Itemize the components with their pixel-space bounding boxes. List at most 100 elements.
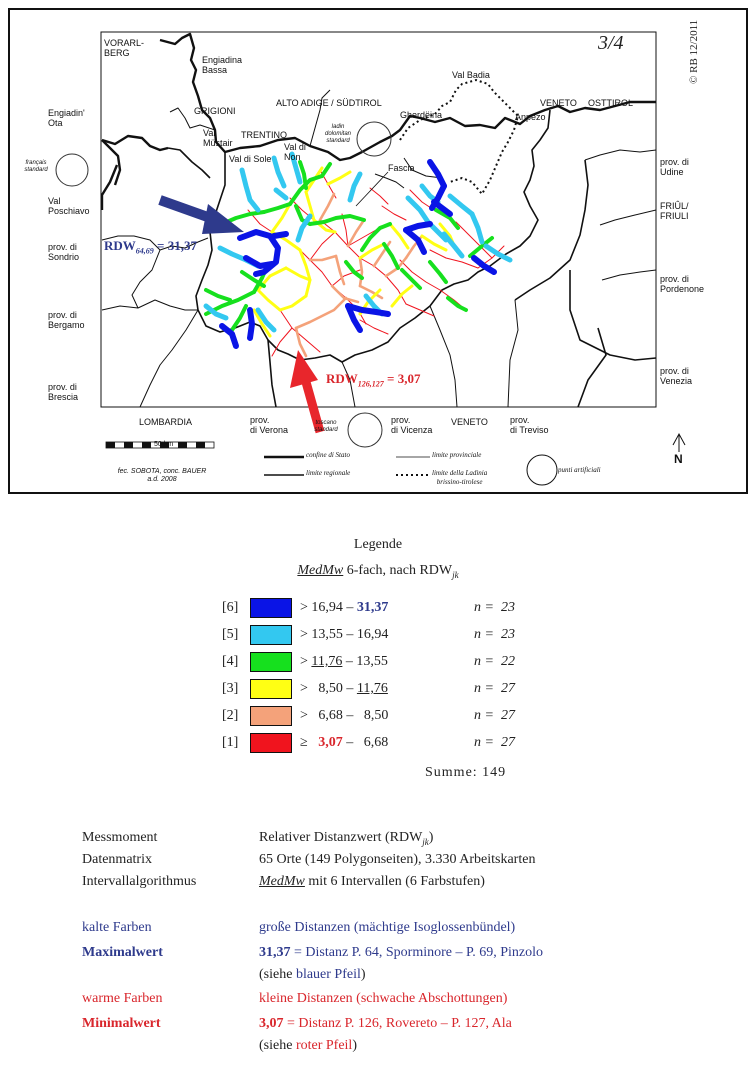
state-borders (100, 32, 656, 210)
min-note-pre: (siehe (259, 1038, 296, 1053)
min-text: = Distanz P. 126, Rovereto – P. 127, Ala (283, 1016, 512, 1031)
info-min-label: Minimalwert (82, 1016, 161, 1031)
info-messmoment-value: Relativer Distanzwert (RDWjk) (259, 829, 433, 851)
legend-row: [3] > 8,50 – 11,76 n = 27 (222, 679, 542, 701)
legend-row: [1] ≥ 3,07 – 6,68 n = 27 (222, 733, 542, 755)
max-note-post: ) (360, 967, 366, 982)
max-note-pre: (siehe (259, 967, 296, 982)
max-text: = Distanz P. 64, Sporminore – P. 69, Pin… (290, 945, 544, 960)
legend-range-highlight: 31,37 (356, 600, 389, 615)
legend-sub-jk: jk (452, 569, 459, 580)
label-venezia: prov. di Venezia (660, 366, 693, 386)
map-legend-ladinia: limite della Ladinia brissino-tirolese (432, 469, 488, 486)
legend-range-pre: > 8,50 – (300, 681, 357, 696)
label-val-poschiavo: Val Poschiavo (48, 196, 90, 216)
standard-circle-toscano (347, 412, 383, 448)
label-udine: prov. di Udine (660, 157, 689, 177)
messmoment-end: ) (428, 830, 434, 845)
label-alto-adige: ALTO ADIGE / SÜDTIROL (276, 98, 382, 108)
legend-subtitle: MedMw 6-fach, nach RDWjk (0, 563, 756, 580)
info-algo-label: Intervallalgorithmus (82, 874, 197, 889)
min-note-col: roter Pfeil (295, 1038, 353, 1053)
standard-circle-ladin (356, 121, 392, 157)
provincial-borders (101, 89, 657, 408)
label-pordenone: prov. di Pordenone (660, 274, 705, 294)
legend-class-label: [3] (222, 681, 239, 696)
label-val-di-sole: Val di Sole (229, 154, 272, 164)
map-legend-artificial: punti artificiali (558, 466, 601, 474)
rdw-min-prefix: RDW (326, 371, 358, 386)
label-verona: prov. di Verona (250, 415, 289, 435)
info-kalt-label: kalte Farben (82, 920, 152, 935)
legend-range: > 8,50 – 11,76 (300, 681, 388, 697)
legend-count: n = 23 (474, 600, 515, 615)
min-arrow (290, 350, 325, 434)
label-standard-francais: français standard (24, 160, 48, 173)
label-anpezo: Anpezo (515, 112, 546, 122)
label-osttirol: OSTTIROL (588, 98, 634, 108)
legend-title: Legende (353, 537, 403, 552)
legend-color-swatch (250, 679, 292, 699)
label-friul: FRIÛL/ FRIULI (660, 201, 689, 221)
info-datenmatrix-label: Datenmatrix (82, 852, 152, 867)
legend-range-post: – 6,68 (342, 735, 389, 750)
min-note-post: ) (352, 1038, 357, 1053)
legend-sub-medmw: MedMw (297, 563, 344, 578)
info-algo-value: MedMw mit 6 Intervallen (6 Farbstufen) (259, 873, 485, 891)
legend-range: > 11,76 – 13,55 (300, 654, 388, 670)
legend-range-pre: > (300, 654, 312, 669)
legend-color-swatch (250, 706, 292, 726)
label-bergamo: prov. di Bergamo (48, 310, 85, 330)
min-num: 3,07 (259, 1016, 284, 1031)
label-val-di-non: Val di Non (284, 142, 306, 162)
label-fascia: Fascia (388, 163, 415, 173)
legend-range-highlight: 11,76 (356, 681, 388, 696)
label-val-mustair: Val Müstair (203, 128, 233, 148)
legend-range-highlight: 11,76 (311, 654, 343, 669)
fascia-pointer (355, 171, 389, 207)
label-standard-ladin: ladin dolomitan standard (324, 124, 351, 144)
label-sondrio: prov. di Sondrio (48, 242, 80, 262)
legend-range-pre: > 6,68 – 8,50 (300, 708, 389, 723)
label-engiadin-ota: Engiadin' Ota (48, 108, 85, 128)
legend-class-label: [6] (222, 600, 239, 615)
north-label: N (674, 452, 683, 466)
max-arrow (158, 195, 244, 234)
label-lombardia: LOMBARDIA (139, 417, 193, 427)
legend-class-label: [4] (222, 654, 239, 669)
map-version: 3/4 (598, 32, 624, 54)
label-grigioni: GRIGIONI (194, 106, 236, 116)
legend-sum: Summe: 149 (425, 765, 507, 780)
info-min-note: (siehe roter Pfeil) (259, 1037, 357, 1055)
map-legend-province: limite provinciale (432, 451, 482, 459)
legend-row: [5] > 13,55 – 16,94 n = 23 (222, 625, 542, 647)
label-val-badia: Val Badia (452, 70, 490, 80)
map-legend-region: limite regionale (306, 469, 351, 477)
legend-range: > 13,55 – 16,94 (300, 627, 388, 643)
map-copyright: © RB 12/2011 (688, 19, 700, 84)
label-brescia: prov. di Brescia (48, 382, 79, 402)
rdw-min-sub: 126,127 (357, 379, 384, 389)
legend-color-swatch (250, 652, 292, 672)
map-frame: VORARL- BERG Engiadina Bassa GRIGIONI AL… (8, 8, 748, 494)
messmoment-sub: jk (422, 836, 429, 847)
label-trentino: TRENTINO (241, 130, 287, 140)
legend-range-post: – 13,55 (342, 654, 388, 669)
map-legend-symbols (264, 454, 558, 486)
info-max-label: Maximalwert (82, 945, 163, 960)
scale-bar (105, 441, 215, 449)
label-treviso: prov. di Treviso (510, 415, 549, 435)
legend-class-label: [5] (222, 627, 239, 642)
info-min-value: 3,07 = Distanz P. 126, Rovereto – P. 127… (259, 1015, 512, 1033)
max-note-col: blauer Pfeil (295, 967, 361, 982)
label-rdw-min: RDW126,127 = 3,07 (326, 371, 420, 389)
legend-class-label: [2] (222, 708, 239, 723)
legend-class-label: [1] (222, 735, 239, 750)
legend-range-pre: > 13,55 – 16,94 (300, 627, 389, 642)
legend-sub-text: 6-fach, nach RDW (343, 563, 453, 578)
legend-count: n = 27 (474, 681, 515, 696)
algo-medmw: MedMw (259, 874, 305, 889)
legend-count: n = 27 (474, 708, 515, 723)
legend-count: n = 27 (474, 735, 515, 750)
legend-color-swatch (250, 625, 292, 645)
